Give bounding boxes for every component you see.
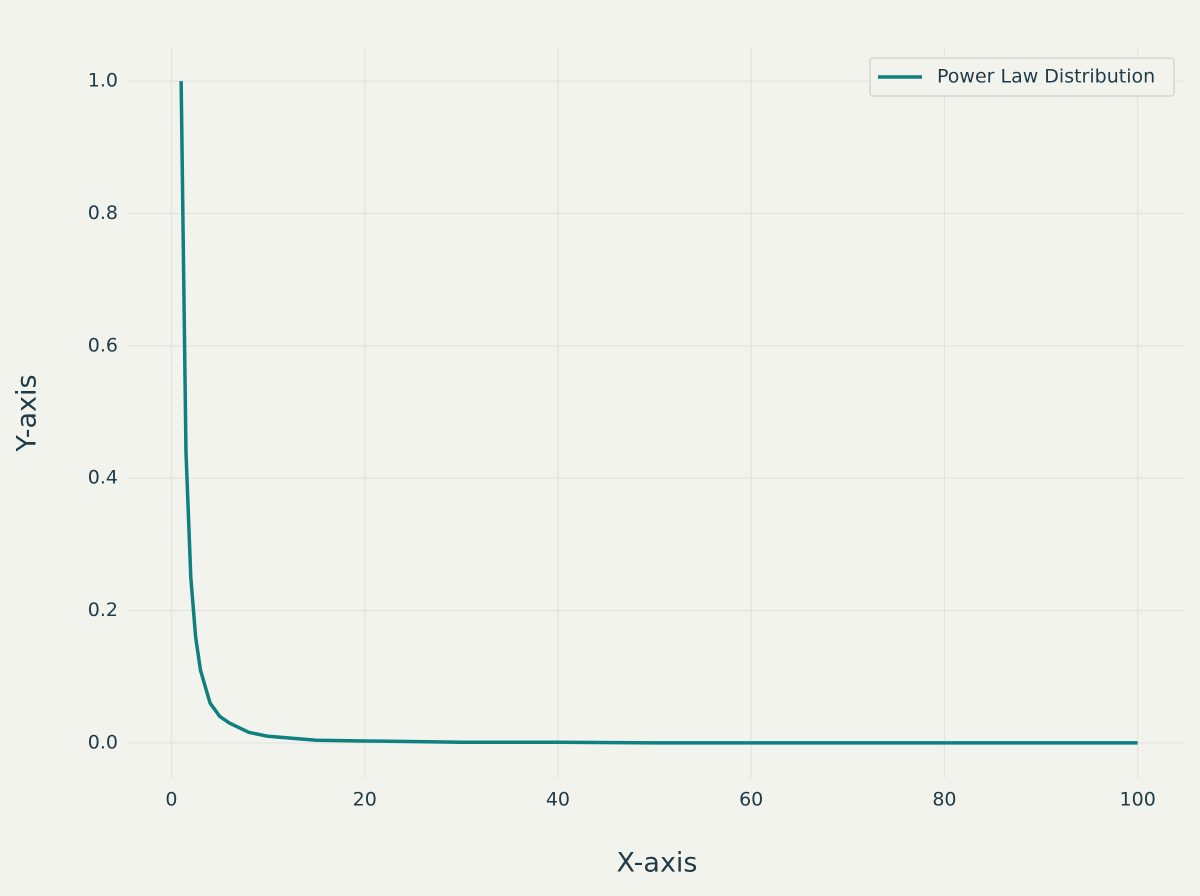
y-tick-label: 0.4	[88, 467, 118, 489]
x-tick-label: 100	[1120, 789, 1156, 811]
x-tick-label: 20	[353, 789, 377, 811]
y-tick-label: 0.6	[88, 334, 118, 356]
x-tick-label: 40	[546, 789, 570, 811]
y-tick-label: 0.2	[88, 599, 118, 621]
y-axis-title: Y-axis	[12, 374, 43, 452]
x-tick-label: 80	[932, 789, 956, 811]
legend-label: Power Law Distribution	[937, 66, 1155, 88]
x-tick-label: 60	[739, 789, 763, 811]
x-tick-label: 0	[165, 789, 177, 811]
x-axis-title: X-axis	[617, 848, 698, 879]
y-tick-label: 0.8	[88, 202, 118, 224]
grid	[128, 48, 1185, 778]
y-tick-label: 1.0	[88, 70, 118, 92]
legend-box	[869, 57, 1175, 97]
y-tick-label: 0.0	[88, 731, 118, 753]
line-series	[179, 81, 1138, 745]
legend: Power Law Distribution	[869, 57, 1175, 97]
